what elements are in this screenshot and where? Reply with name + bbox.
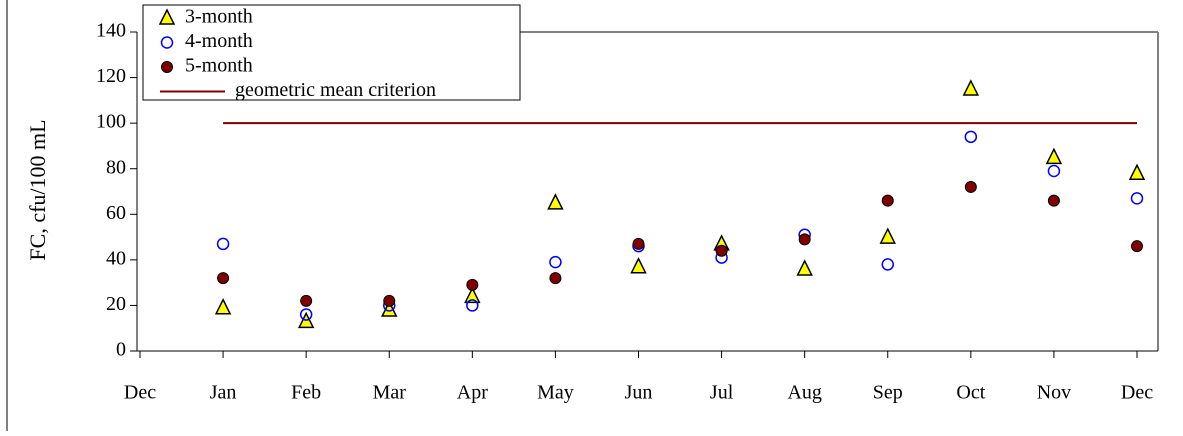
data-point (798, 233, 811, 246)
data-point (796, 259, 813, 276)
data-point (466, 299, 479, 312)
data-point (1047, 164, 1061, 178)
data-point (1130, 192, 1144, 205)
data-point (881, 194, 894, 207)
data-point (962, 79, 980, 96)
data-point (464, 286, 481, 304)
x-tick-label: Sep (873, 382, 903, 404)
legend-marker (161, 61, 173, 73)
legend-box (142, 4, 521, 101)
x-tick-label: Jul (710, 382, 734, 404)
x-tick-label: Aug (787, 382, 821, 404)
x-tick-label: Oct (956, 382, 985, 404)
data-point (630, 257, 647, 274)
data-point (299, 308, 313, 321)
y-tick-label: 0 (116, 339, 126, 361)
legend-marker (160, 36, 174, 49)
y-tick-label: 60 (106, 202, 126, 224)
data-point (1047, 194, 1060, 207)
x-tick-label: Apr (457, 382, 488, 404)
data-point (549, 272, 562, 285)
data-point (881, 258, 894, 271)
y-tick-label: 40 (106, 247, 126, 269)
y-axis-title: FC, cfu/100 mL (25, 119, 50, 260)
legend-label: 4-month (185, 30, 253, 52)
data-point (1128, 163, 1146, 181)
y-tick-label: 20 (106, 293, 126, 315)
data-point (217, 272, 230, 285)
x-tick-label: Nov (1037, 382, 1071, 404)
data-point (964, 180, 977, 193)
x-tick-label: Jun (625, 382, 653, 404)
x-tick-label: Dec (1121, 382, 1153, 404)
x-tick-label: Dec (124, 382, 156, 404)
data-point (879, 227, 896, 244)
y-tick-label: 80 (106, 156, 126, 178)
data-point (214, 298, 232, 315)
data-point (964, 130, 978, 144)
data-point (547, 193, 564, 210)
data-point (383, 294, 396, 307)
legend-label: 3-month (185, 6, 253, 28)
data-point (632, 237, 645, 250)
data-point (216, 237, 230, 251)
y-tick-label: 140 (96, 20, 126, 42)
x-tick-label: Mar (373, 382, 407, 404)
legend-label: geometric mean criterion (235, 79, 436, 101)
legend-label: 5-month (185, 55, 253, 77)
x-tick-label: May (537, 382, 574, 404)
data-point (1131, 240, 1143, 253)
legend-marker (158, 8, 176, 25)
y-tick-label: 100 (96, 111, 126, 133)
data-point (466, 278, 479, 291)
data-point (715, 244, 728, 257)
y-tick-label: 120 (96, 65, 126, 87)
data-point (549, 255, 562, 269)
data-point (1045, 147, 1063, 165)
data-point (300, 294, 313, 307)
x-tick-label: Feb (291, 382, 321, 404)
x-tick-label: Jan (210, 382, 237, 404)
